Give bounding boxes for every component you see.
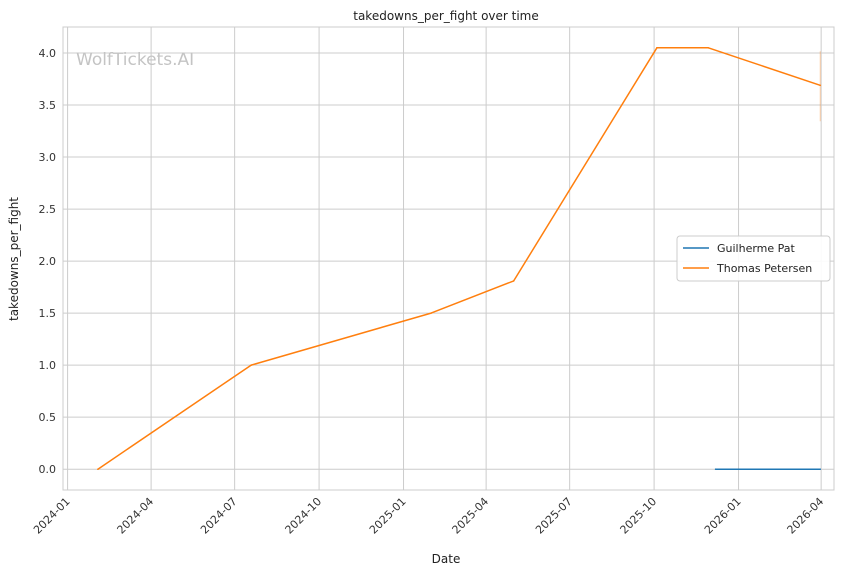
plot-area — [62, 26, 835, 491]
y-tick-labels: 0.0 0.5 1.0 1.5 2.0 2.5 3.0 3.5 4.0 — [39, 47, 57, 476]
data-point-thomas-petersen — [656, 47, 658, 49]
legend-box — [676, 235, 831, 282]
series-group — [97, 47, 822, 470]
x-tick-label: 2024-07 — [198, 495, 240, 537]
x-tick-label: 2025-10 — [618, 495, 660, 537]
watermark: WolfTickets.AI — [76, 50, 194, 70]
legend-label-thomas-petersen: Thomas Petersen — [716, 262, 812, 275]
x-tick-labels: 2024-01 2024-04 2024-07 2024-10 2025-01 2025-… — [31, 495, 826, 537]
y-tick-label: 3.5 — [39, 99, 57, 112]
data-point-thomas-petersen — [97, 468, 99, 470]
data-point-thomas-petersen — [512, 280, 515, 282]
y-tick-label: 0.0 — [39, 463, 57, 476]
data-point-thomas-petersen — [707, 47, 710, 49]
x-tick-label: 2024-04 — [115, 495, 157, 537]
y-tick-label: 1.5 — [39, 307, 57, 320]
chart-title: takedowns_per_fight over time — [353, 9, 539, 23]
data-point-guilherme-pat — [714, 468, 717, 470]
legend: Guilherme Pat Thomas Petersen — [676, 235, 831, 282]
x-tick-label: 2024-10 — [283, 495, 325, 537]
x-tick-label: 2024-01 — [31, 495, 73, 537]
y-tick-label: 0.5 — [39, 411, 57, 424]
data-point-thomas-petersen — [250, 364, 252, 366]
y-tick-label: 2.5 — [39, 203, 57, 216]
x-axis-label: Date — [432, 552, 461, 566]
data-point-guilherme-pat — [819, 468, 822, 470]
y-tick-label: 2.0 — [39, 255, 57, 268]
y-tick-label: 4.0 — [39, 47, 57, 60]
x-tick-label: 2025-01 — [367, 495, 409, 537]
x-tick-label: 2025-04 — [450, 495, 492, 537]
y-tick-label: 3.0 — [39, 151, 57, 164]
x-tick-label: 2025-07 — [533, 495, 575, 537]
data-point-thomas-petersen — [819, 84, 822, 87]
x-tick-label: 2026-04 — [785, 495, 827, 537]
y-axis-label: takedowns_per_fight — [7, 197, 21, 321]
y-tick-label: 1.0 — [39, 359, 57, 372]
legend-label-guilherme-pat: Guilherme Pat — [717, 242, 796, 255]
x-tick-label: 2026-01 — [702, 495, 744, 537]
data-point-thomas-petersen — [430, 312, 432, 314]
